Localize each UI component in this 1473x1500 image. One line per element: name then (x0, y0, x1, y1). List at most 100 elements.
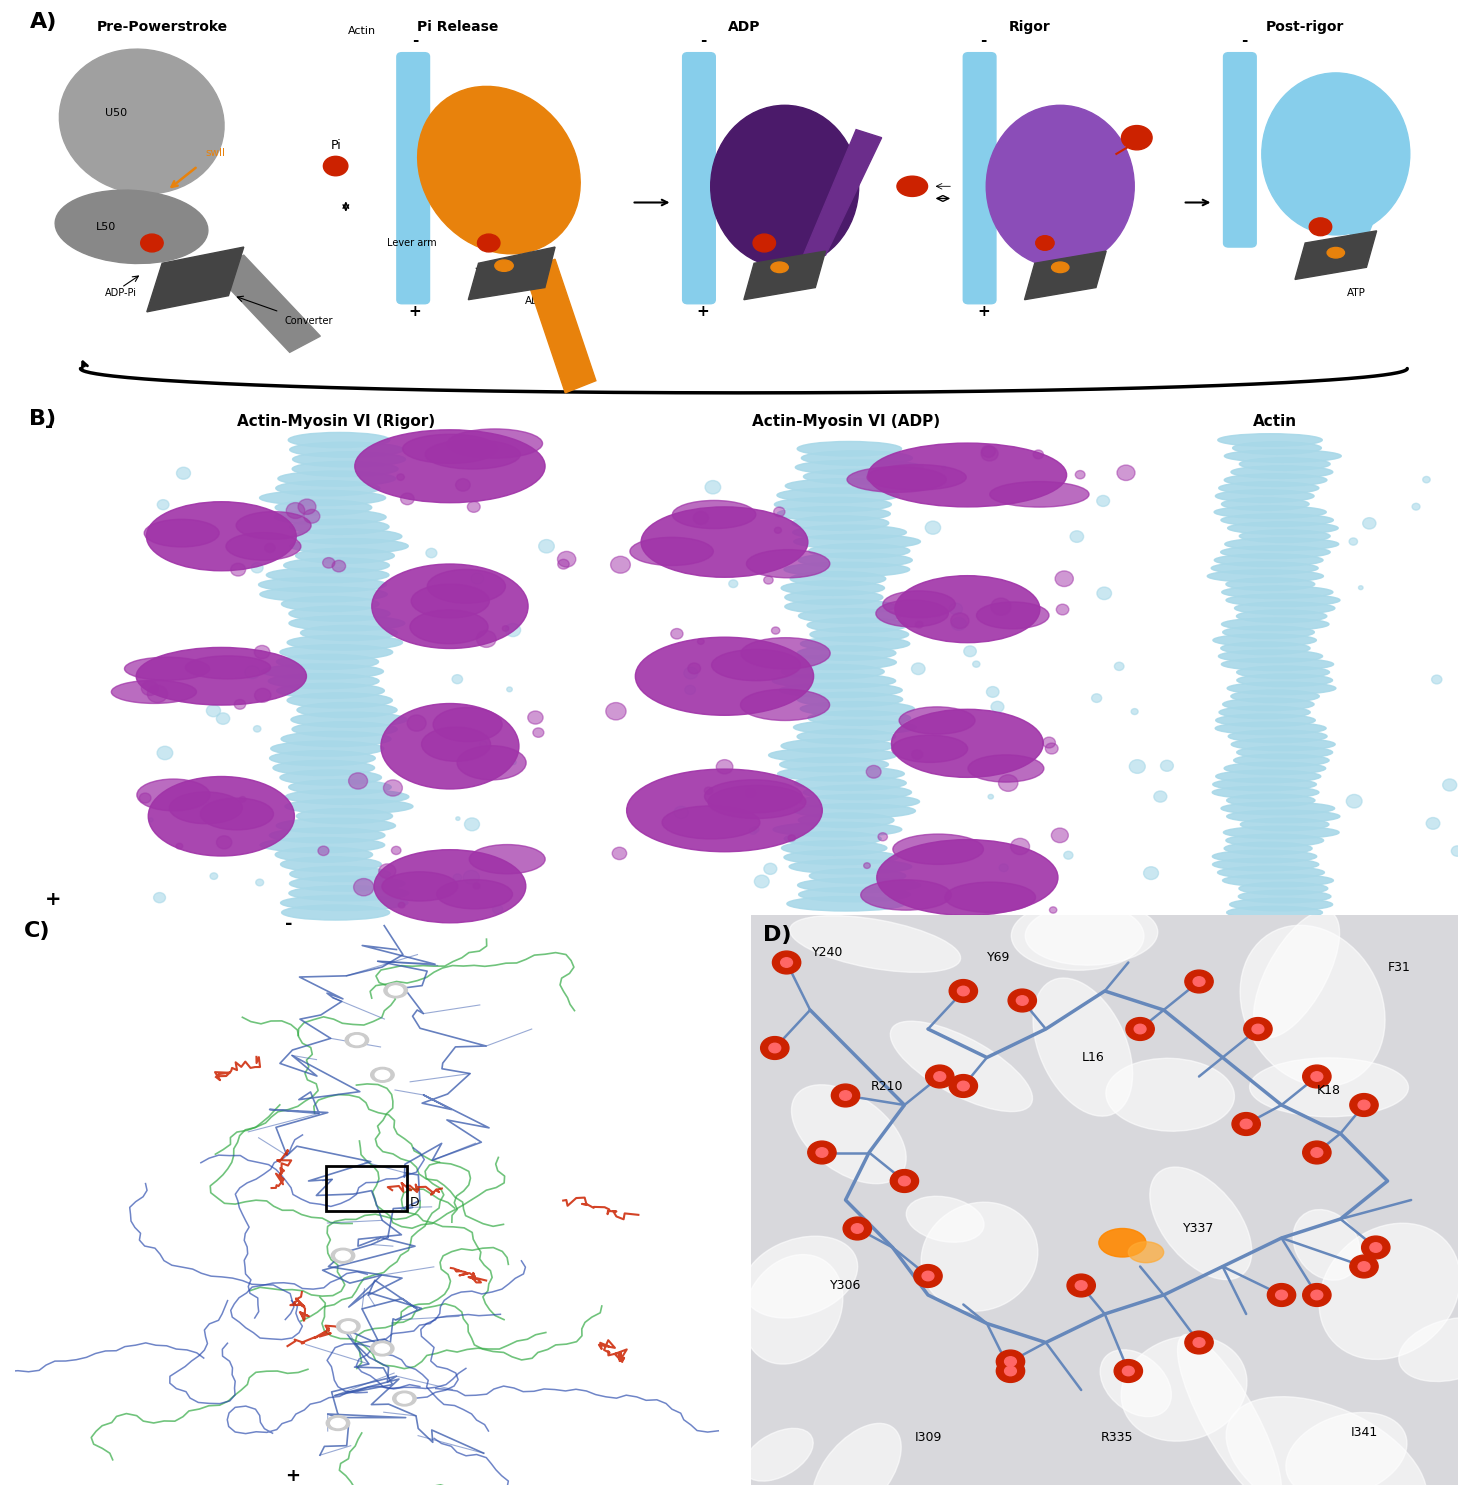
Ellipse shape (1226, 834, 1324, 846)
Ellipse shape (55, 190, 208, 264)
Ellipse shape (280, 896, 408, 910)
Circle shape (331, 1419, 345, 1428)
Ellipse shape (278, 471, 396, 486)
Ellipse shape (807, 618, 907, 633)
Circle shape (396, 474, 405, 480)
Ellipse shape (990, 482, 1089, 507)
Circle shape (1311, 1290, 1323, 1299)
Circle shape (922, 1270, 934, 1281)
Circle shape (988, 795, 993, 800)
Ellipse shape (790, 572, 885, 586)
Ellipse shape (661, 806, 760, 838)
Text: Actin: Actin (348, 27, 377, 36)
Ellipse shape (1218, 433, 1323, 447)
Ellipse shape (1221, 498, 1309, 510)
Circle shape (963, 646, 977, 657)
Ellipse shape (893, 834, 984, 864)
Text: I341: I341 (1351, 1426, 1377, 1440)
Ellipse shape (868, 442, 1066, 507)
Ellipse shape (798, 554, 912, 567)
Circle shape (463, 870, 479, 883)
Circle shape (331, 561, 346, 572)
Circle shape (935, 612, 941, 616)
Polygon shape (1071, 150, 1117, 264)
Ellipse shape (977, 602, 1049, 628)
Ellipse shape (281, 904, 390, 920)
Ellipse shape (280, 770, 382, 784)
Ellipse shape (433, 708, 502, 741)
Circle shape (764, 864, 776, 874)
Circle shape (318, 846, 328, 855)
Circle shape (1231, 1113, 1261, 1136)
Circle shape (253, 726, 261, 732)
Ellipse shape (141, 234, 164, 252)
Ellipse shape (1226, 538, 1339, 550)
Circle shape (1064, 852, 1072, 859)
Ellipse shape (274, 510, 386, 525)
Circle shape (234, 699, 246, 709)
Circle shape (345, 1032, 368, 1047)
Circle shape (206, 705, 221, 717)
Ellipse shape (794, 776, 906, 790)
Ellipse shape (284, 800, 412, 814)
Circle shape (140, 794, 152, 802)
Ellipse shape (1052, 262, 1069, 273)
Text: R210: R210 (871, 1080, 903, 1092)
Circle shape (1302, 1142, 1332, 1164)
Ellipse shape (635, 638, 813, 716)
Circle shape (454, 874, 461, 880)
Ellipse shape (709, 786, 806, 819)
Circle shape (467, 501, 480, 513)
Ellipse shape (794, 804, 915, 818)
Circle shape (1153, 790, 1167, 802)
Circle shape (455, 478, 470, 490)
Circle shape (912, 663, 925, 675)
Text: A): A) (29, 12, 57, 32)
Circle shape (452, 675, 463, 684)
Ellipse shape (790, 859, 912, 874)
FancyBboxPatch shape (963, 53, 996, 303)
Ellipse shape (1223, 698, 1314, 711)
Ellipse shape (1262, 74, 1410, 236)
Ellipse shape (891, 710, 1043, 777)
Ellipse shape (112, 681, 196, 703)
Circle shape (957, 1082, 969, 1090)
Circle shape (1143, 867, 1158, 879)
Ellipse shape (741, 638, 831, 669)
Circle shape (1193, 976, 1205, 987)
Circle shape (1184, 970, 1214, 993)
Circle shape (507, 687, 513, 692)
Circle shape (1370, 1242, 1382, 1252)
Polygon shape (147, 248, 243, 312)
Circle shape (981, 446, 996, 458)
Ellipse shape (860, 880, 952, 910)
Circle shape (1097, 495, 1109, 507)
Circle shape (1134, 1024, 1146, 1033)
Circle shape (1358, 1262, 1370, 1272)
Ellipse shape (673, 501, 756, 528)
Ellipse shape (781, 738, 894, 753)
Ellipse shape (784, 850, 899, 864)
Ellipse shape (1399, 1317, 1473, 1382)
Circle shape (1055, 572, 1074, 586)
Ellipse shape (289, 606, 390, 621)
Circle shape (952, 618, 966, 630)
Circle shape (158, 500, 169, 510)
Circle shape (1130, 759, 1145, 774)
Ellipse shape (1121, 1336, 1248, 1442)
Ellipse shape (402, 435, 498, 463)
Ellipse shape (1226, 1396, 1427, 1500)
Ellipse shape (289, 615, 405, 632)
Ellipse shape (795, 460, 924, 474)
Ellipse shape (292, 712, 407, 728)
Circle shape (539, 540, 554, 554)
Circle shape (899, 1176, 910, 1185)
Ellipse shape (770, 262, 788, 273)
Ellipse shape (290, 442, 404, 458)
Ellipse shape (800, 702, 915, 715)
Ellipse shape (275, 500, 371, 514)
Ellipse shape (641, 507, 807, 578)
Ellipse shape (457, 746, 526, 780)
Ellipse shape (1221, 586, 1333, 598)
Ellipse shape (876, 600, 949, 627)
